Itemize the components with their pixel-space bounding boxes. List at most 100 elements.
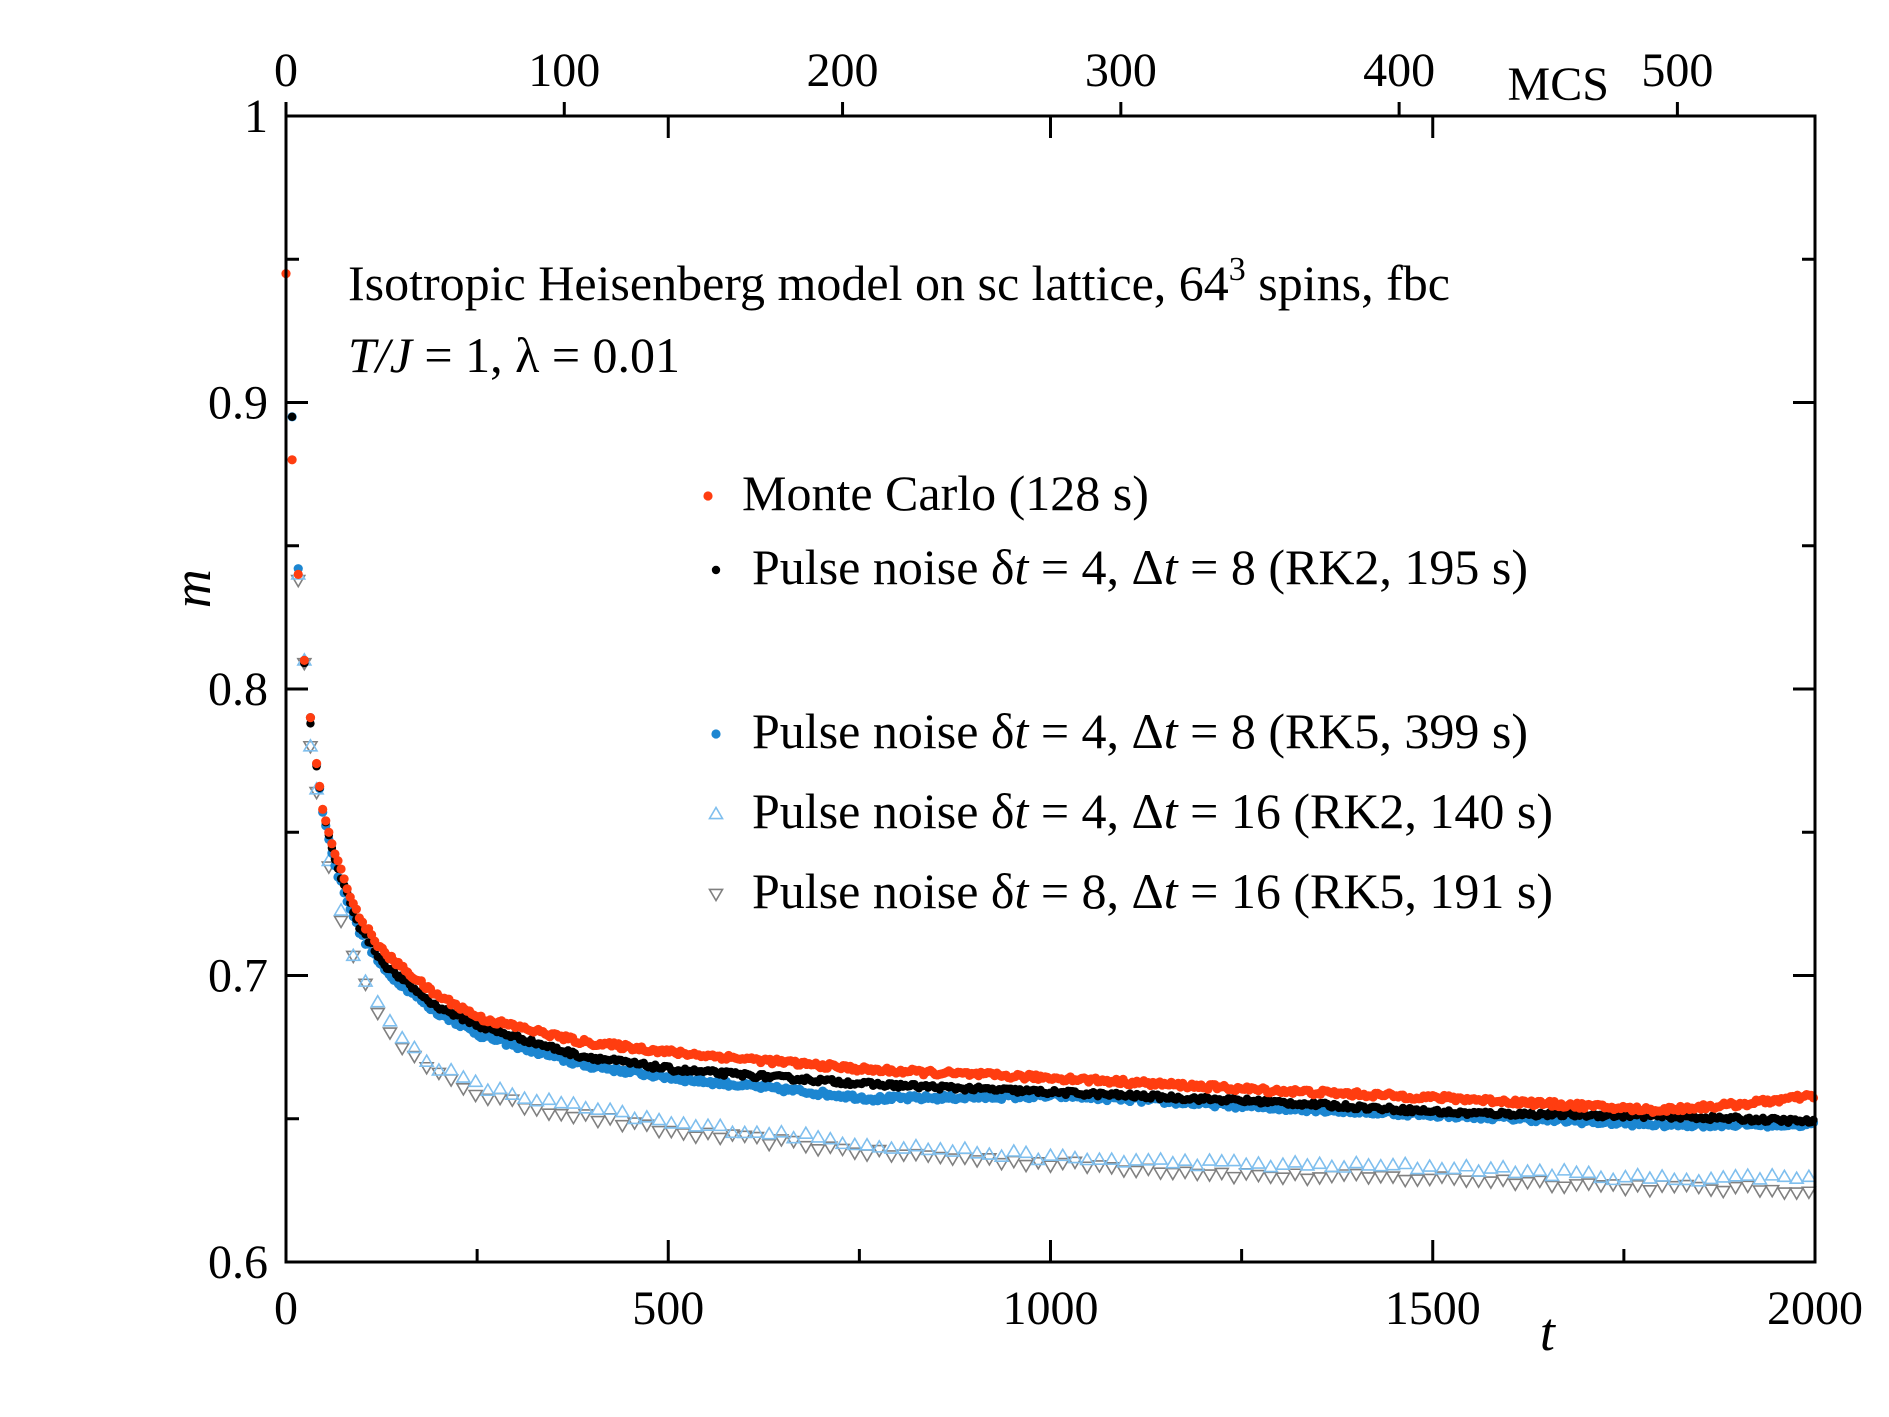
data-point bbox=[1605, 1171, 1622, 1186]
data-point bbox=[932, 1141, 949, 1155]
data-point bbox=[1323, 1158, 1340, 1173]
data-point bbox=[1189, 1168, 1206, 1183]
data-point bbox=[1177, 1152, 1193, 1167]
data-point bbox=[299, 655, 309, 665]
data-point bbox=[1275, 1156, 1291, 1170]
legend-entry-1: Pulse noise δt = 4, Δt = 8 (RK2, 195 s) bbox=[711, 539, 1528, 595]
data-point bbox=[956, 1152, 973, 1166]
data-point bbox=[700, 1117, 716, 1132]
data-point bbox=[1641, 1184, 1658, 1199]
data-point bbox=[736, 1124, 753, 1139]
data-point bbox=[577, 1109, 594, 1123]
data-point bbox=[1764, 1184, 1781, 1199]
data-point bbox=[287, 412, 297, 422]
data-point bbox=[406, 1039, 423, 1054]
data-point bbox=[1507, 1178, 1524, 1192]
legend-label-part: Pulse noise δ bbox=[752, 783, 1014, 839]
data-point bbox=[1800, 1168, 1817, 1183]
data-point bbox=[467, 1073, 484, 1088]
data-point bbox=[1470, 1175, 1487, 1189]
series-3 bbox=[290, 566, 1817, 1187]
data-point bbox=[773, 1124, 790, 1138]
legend-label-part: t bbox=[1164, 539, 1179, 595]
data-point bbox=[871, 1144, 888, 1159]
data-point bbox=[528, 1093, 545, 1107]
data-point bbox=[1079, 1161, 1096, 1175]
data-point bbox=[418, 1061, 435, 1076]
data-point bbox=[333, 915, 349, 930]
data-point bbox=[1556, 1162, 1573, 1176]
data-point bbox=[1128, 1165, 1145, 1180]
data-point bbox=[749, 1131, 765, 1146]
data-point bbox=[1372, 1170, 1389, 1185]
data-point bbox=[394, 1030, 411, 1044]
data-point bbox=[1336, 1159, 1352, 1173]
data-point bbox=[1739, 1180, 1756, 1194]
data-point bbox=[712, 1117, 729, 1132]
data-point bbox=[1311, 1155, 1328, 1170]
data-point bbox=[1788, 1170, 1805, 1185]
data-point bbox=[834, 1143, 851, 1158]
annotation-variable: T/J bbox=[348, 327, 415, 383]
data-point bbox=[541, 1091, 557, 1106]
data-point bbox=[333, 856, 343, 866]
data-point bbox=[1189, 1157, 1206, 1172]
data-point bbox=[1703, 1170, 1719, 1185]
data-point bbox=[993, 1157, 1010, 1172]
annotation-line-1: Isotropic Heisenberg model on sc lattice… bbox=[348, 251, 1450, 311]
data-point bbox=[1519, 1163, 1536, 1177]
data-point bbox=[1238, 1156, 1255, 1170]
data-point bbox=[345, 947, 362, 962]
data-point bbox=[956, 1140, 973, 1154]
data-point bbox=[797, 1140, 814, 1155]
data-point bbox=[1421, 1173, 1438, 1188]
data-point bbox=[1617, 1183, 1634, 1198]
legend-label-part: t bbox=[1164, 863, 1179, 919]
legend-label-part: t bbox=[1014, 863, 1029, 919]
data-point bbox=[675, 1128, 692, 1142]
legend-label-part: t bbox=[1014, 703, 1029, 759]
mcs-tick-label: 200 bbox=[807, 44, 879, 97]
data-point bbox=[663, 1115, 680, 1129]
data-point bbox=[541, 1108, 557, 1122]
data-point bbox=[1580, 1178, 1597, 1192]
data-point bbox=[1446, 1160, 1463, 1175]
data-point bbox=[1262, 1158, 1279, 1173]
data-point bbox=[342, 884, 352, 894]
data-point bbox=[1115, 1154, 1132, 1168]
data-point bbox=[577, 1100, 594, 1114]
data-point bbox=[932, 1151, 949, 1166]
legend-label-part: Pulse noise δ bbox=[752, 539, 1014, 595]
legend-label-part: Pulse noise δ bbox=[752, 703, 1014, 759]
data-point bbox=[822, 1131, 839, 1145]
data-point bbox=[1372, 1158, 1389, 1172]
data-point bbox=[406, 1050, 423, 1065]
data-point bbox=[357, 917, 368, 927]
data-point bbox=[516, 1102, 533, 1117]
data-point bbox=[479, 1082, 496, 1096]
data-point bbox=[1054, 1157, 1071, 1172]
legend-marker bbox=[708, 805, 724, 820]
data-point bbox=[1164, 1155, 1181, 1169]
data-point bbox=[712, 1132, 729, 1147]
data-point bbox=[1360, 1172, 1377, 1186]
data-point bbox=[1018, 1159, 1034, 1174]
data-point bbox=[1470, 1163, 1487, 1177]
data-point bbox=[1654, 1168, 1670, 1182]
data-point bbox=[431, 1067, 447, 1082]
x-tick-label: 0 bbox=[274, 1282, 298, 1335]
data-point bbox=[1808, 1093, 1819, 1103]
legend-label-part: Monte Carlo (128 s) bbox=[742, 465, 1149, 521]
data-point bbox=[1226, 1152, 1242, 1167]
data-point bbox=[1005, 1143, 1022, 1157]
data-point bbox=[1152, 1151, 1169, 1165]
data-point bbox=[1201, 1169, 1218, 1183]
annotation-line-2: T/J = 1, λ = 0.01 bbox=[348, 327, 680, 383]
data-point bbox=[1042, 1160, 1059, 1174]
x-axis-label: t bbox=[1540, 1302, 1557, 1362]
data-point bbox=[1262, 1171, 1279, 1185]
legend-label-part: = 8 (RK2, 195 s) bbox=[1178, 539, 1528, 595]
data-point bbox=[528, 1104, 545, 1118]
data-point bbox=[1030, 1156, 1047, 1171]
legend: Monte Carlo (128 s)Pulse noise δt = 4, Δ… bbox=[703, 465, 1553, 919]
